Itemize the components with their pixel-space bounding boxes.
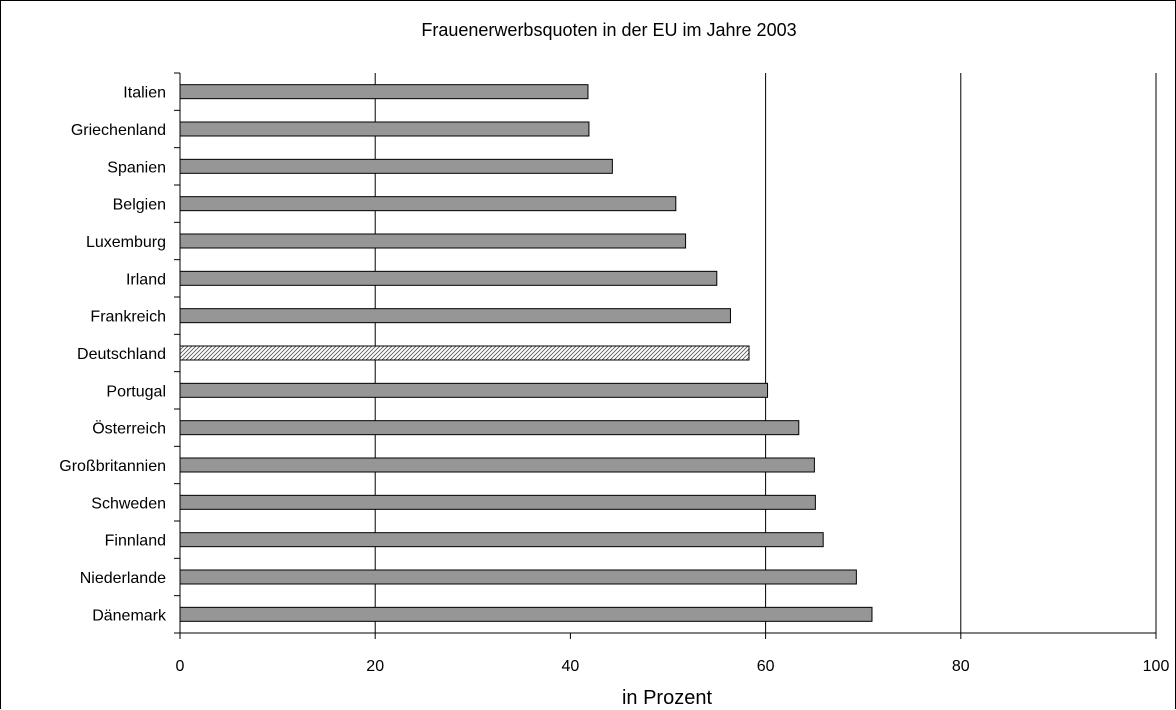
chart-title: Frauenerwerbsquoten in der EU im Jahre 2… xyxy=(421,20,796,40)
category-label: Griechenland xyxy=(71,122,166,139)
bar-großbritannien xyxy=(179,457,815,473)
axes xyxy=(174,72,1157,639)
bar-belgien xyxy=(179,196,677,212)
x-axis-label: in Prozent xyxy=(622,687,712,709)
bar-schweden xyxy=(179,494,816,510)
bar-portugal xyxy=(179,382,769,398)
x-tick-label: 100 xyxy=(1143,658,1170,675)
category-label: Italien xyxy=(123,85,166,102)
bars xyxy=(179,84,873,622)
category-label: Portugal xyxy=(106,383,166,400)
x-tick-label: 0 xyxy=(176,658,185,675)
category-labels: Italien Griechenland Spanien Belgien Luxembu… xyxy=(59,85,167,625)
category-label: Spanien xyxy=(107,159,166,176)
category-label: Schweden xyxy=(91,495,166,512)
category-label: Niederlande xyxy=(80,570,166,587)
category-label: Luxemburg xyxy=(86,234,166,251)
category-label: Großbritannien xyxy=(59,458,166,475)
bar-italien xyxy=(179,84,589,100)
x-tick-label: 40 xyxy=(562,658,580,675)
bar-frankreich xyxy=(179,308,731,324)
bar-luxemburg xyxy=(179,233,687,249)
category-label: Frankreich xyxy=(90,309,166,326)
x-tick-label: 60 xyxy=(757,658,775,675)
x-tick-label: 80 xyxy=(952,658,970,675)
bar-griechenland xyxy=(179,121,590,137)
bar-österreich xyxy=(179,420,800,436)
category-label: Finnland xyxy=(105,533,166,550)
category-label: Dänemark xyxy=(92,607,167,624)
x-tick-labels: 0 20 40 60 80 100 xyxy=(176,658,1170,675)
category-label: Belgien xyxy=(113,197,166,214)
category-label: Deutschland xyxy=(77,346,166,363)
bar-spanien xyxy=(179,158,613,174)
category-label: Österreich xyxy=(92,420,166,438)
bar-finnland xyxy=(179,532,824,548)
x-tick-label: 20 xyxy=(366,658,384,675)
bar-irland xyxy=(179,270,718,286)
bar-deutschland xyxy=(179,345,750,361)
category-label: Irland xyxy=(126,271,166,288)
bar-dänemark xyxy=(179,606,873,622)
bar-niederlande xyxy=(179,569,857,585)
